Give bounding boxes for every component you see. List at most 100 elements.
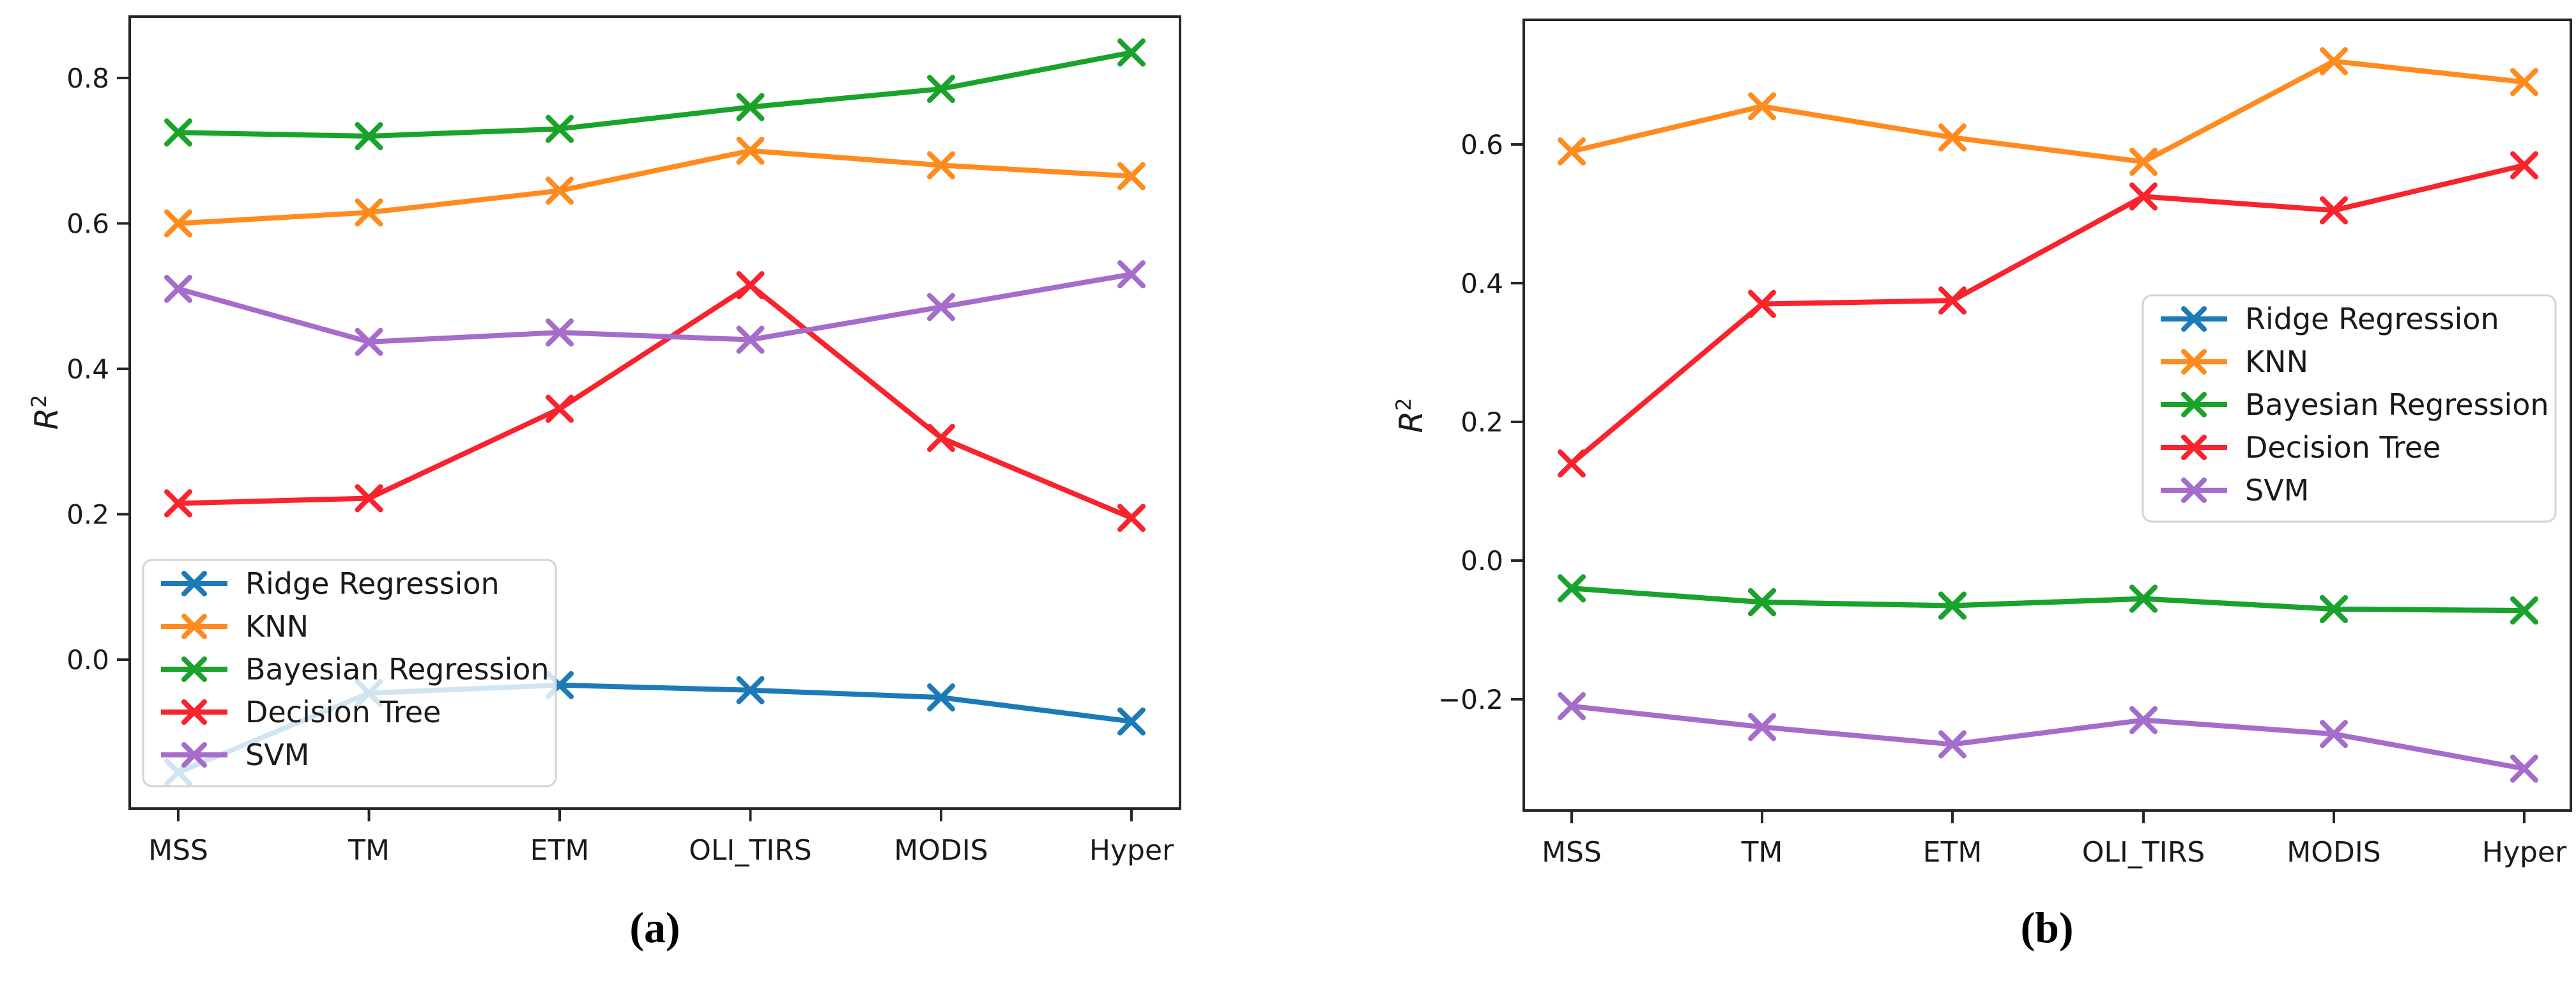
legend-item-knn: KNN bbox=[161, 609, 309, 644]
marker-x-icon-svm bbox=[1117, 260, 1146, 289]
series-knn bbox=[164, 136, 1146, 238]
y-axis-label-b-sup: 2 bbox=[1392, 398, 1416, 411]
y-axis-label-b: R2 bbox=[1392, 398, 1430, 433]
legend-a: Ridge Regression KNN Bayesian Regression De… bbox=[142, 559, 557, 787]
chart-panel-b: Ridge Regression KNN Bayesian Regression De… bbox=[1438, 19, 2572, 869]
legend-item-bayesian-regression: Bayesian Regression bbox=[161, 652, 549, 686]
marker-x-icon-decision-tree bbox=[1938, 286, 1966, 315]
marker-x-icon-svm bbox=[2320, 720, 2348, 748]
legend-label: Ridge Regression bbox=[245, 566, 500, 601]
marker-x-icon-decision-tree bbox=[1748, 290, 1776, 318]
marker-x-icon-knn bbox=[355, 198, 383, 227]
marker-x-icon-decision-tree bbox=[2129, 182, 2158, 211]
marker-x-icon-ridge-regression bbox=[927, 683, 955, 712]
marker-x-icon-bayesian-regression bbox=[1558, 574, 1586, 603]
marker-x-icon-decision-tree bbox=[2320, 196, 2348, 225]
x-tick-label: MSS bbox=[1542, 836, 1602, 869]
legend-b: Ridge Regression KNN Bayesian Regression De… bbox=[2142, 294, 2557, 523]
marker-x-icon-decision-tree bbox=[1117, 504, 1146, 532]
legend-marker-x-icon bbox=[181, 571, 207, 596]
legend-marker-x-icon bbox=[2181, 435, 2207, 460]
marker-x-icon-knn bbox=[1748, 92, 1776, 121]
marker-x-icon-decision-tree bbox=[927, 424, 955, 453]
y-tick-label: 0.4 bbox=[1460, 268, 1503, 299]
legend-label: Bayesian Regression bbox=[245, 652, 549, 686]
legend-item-decision-tree: Decision Tree bbox=[161, 695, 441, 729]
marker-x-icon-knn bbox=[1117, 162, 1146, 190]
series-bayesian-regression bbox=[164, 38, 1146, 150]
marker-x-icon-bayesian-regression bbox=[927, 75, 955, 104]
marker-x-icon-decision-tree bbox=[355, 484, 383, 513]
marker-x-icon-knn bbox=[2320, 47, 2348, 75]
marker-x-icon-bayesian-regression bbox=[546, 114, 574, 143]
caption-a: (a) bbox=[629, 903, 680, 952]
marker-x-icon-knn bbox=[1558, 137, 1586, 166]
y-tick-label: 0.6 bbox=[66, 208, 109, 240]
legend-marker-x-icon bbox=[2181, 349, 2207, 375]
legend-label: KNN bbox=[245, 609, 309, 644]
x-tick-label: MODIS bbox=[2287, 836, 2380, 869]
y-tick-label: 0.2 bbox=[66, 499, 109, 531]
marker-x-icon-bayesian-regression bbox=[164, 118, 192, 147]
marker-x-icon-knn bbox=[736, 136, 765, 165]
legend-marker-x-icon bbox=[181, 742, 207, 768]
marker-x-icon-svm bbox=[2510, 754, 2538, 783]
marker-x-icon-svm bbox=[927, 293, 955, 322]
marker-x-icon-bayesian-regression bbox=[1117, 38, 1146, 67]
marker-x-icon-bayesian-regression bbox=[2129, 584, 2158, 613]
legend-label: KNN bbox=[2245, 345, 2308, 379]
marker-x-icon-decision-tree bbox=[164, 489, 192, 518]
y-tick-label: 0.4 bbox=[66, 353, 109, 385]
legend-label: Decision Tree bbox=[2245, 430, 2441, 465]
marker-x-icon-knn bbox=[927, 151, 955, 180]
legend-label: SVM bbox=[2245, 473, 2309, 508]
x-tick-label: MSS bbox=[148, 834, 208, 867]
series-line-bayesian-regression bbox=[1571, 586, 2525, 614]
x-tick-label: OLI_TIRS bbox=[689, 834, 811, 867]
y-tick-label: 0.0 bbox=[1460, 545, 1503, 577]
marker-x-icon-knn bbox=[2510, 68, 2538, 97]
y-tick-label: −0.2 bbox=[1438, 684, 1503, 715]
axes-box bbox=[128, 15, 1181, 810]
y-axis-label-a-base: R bbox=[27, 407, 65, 430]
legend-item-svm: SVM bbox=[2161, 473, 2309, 508]
marker-x-icon-bayesian-regression bbox=[736, 93, 765, 121]
marker-x-icon-bayesian-regression bbox=[2510, 596, 2538, 625]
legend-item-ridge-regression: Ridge Regression bbox=[161, 566, 500, 601]
marker-x-icon-svm bbox=[1938, 730, 1966, 759]
axes-box bbox=[1522, 19, 2572, 812]
series-line-bayesian-regression bbox=[178, 50, 1132, 139]
legend-box bbox=[142, 559, 557, 787]
chart-panel-a: Ridge Regression KNN Bayesian Regression De… bbox=[66, 15, 1181, 867]
series-line-svm bbox=[177, 272, 1132, 345]
legend-item-ridge-regression: Ridge Regression bbox=[2161, 302, 2499, 336]
marker-x-icon-bayesian-regression bbox=[355, 122, 383, 150]
marker-x-icon-svm bbox=[546, 318, 574, 347]
x-tick-label: Hyper bbox=[2482, 836, 2567, 869]
marker-x-icon-svm bbox=[1558, 692, 1586, 720]
series-decision-tree bbox=[1558, 151, 2538, 478]
marker-x-icon-decision-tree bbox=[2510, 151, 2538, 180]
series-decision-tree bbox=[164, 271, 1146, 532]
x-tick-label: Hyper bbox=[1089, 834, 1174, 867]
x-tick-label: MODIS bbox=[894, 834, 988, 867]
series-line-knn bbox=[178, 148, 1132, 226]
marker-x-icon-bayesian-regression bbox=[1748, 588, 1776, 617]
y-tick-label: 0.0 bbox=[66, 644, 109, 676]
marker-x-icon-svm bbox=[736, 325, 765, 354]
legend-marker-x-icon bbox=[2181, 306, 2207, 332]
marker-x-icon-ridge-regression bbox=[1117, 707, 1146, 736]
y-axis-label-b-base: R bbox=[1392, 410, 1430, 433]
y-tick-label: 0.8 bbox=[66, 63, 109, 94]
series-line-svm bbox=[1571, 703, 2525, 772]
y-axis-label-a: R2 bbox=[27, 394, 65, 430]
marker-x-icon-svm bbox=[164, 274, 192, 303]
legend-label: SVM bbox=[245, 738, 309, 772]
marker-x-icon-decision-tree bbox=[546, 394, 574, 423]
y-tick-label: 0.2 bbox=[1460, 407, 1503, 438]
series-svm bbox=[1558, 692, 2538, 783]
legend-label: Bayesian Regression bbox=[2245, 387, 2549, 422]
legend-item-bayesian-regression: Bayesian Regression bbox=[2161, 387, 2549, 422]
